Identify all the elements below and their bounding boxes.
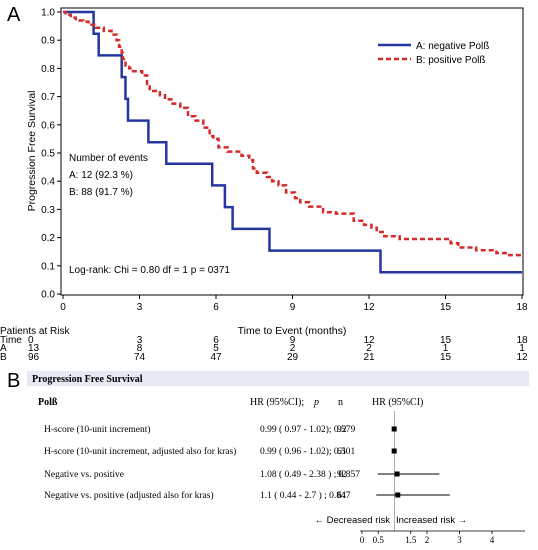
forest-header-p: p [313, 397, 319, 408]
increased-risk-label: Increased risk → [396, 515, 467, 526]
km-ytick-label: 0.2 [41, 233, 55, 244]
km-xtick-label: 9 [290, 302, 296, 313]
risk-a-value: 1 [443, 343, 449, 354]
forest-xtick-label: 0 [360, 535, 365, 545]
forest-title: Progression Free Survival [32, 374, 143, 385]
events-b: B: 88 (91.7 %) [69, 187, 133, 198]
km-xtick-label: 15 [440, 302, 452, 313]
forest-row-hr: 0.99 ( 0.96 - 1.02); 0.501 [260, 446, 356, 457]
forest-row-label: Negative vs. positive (adjusted also for… [44, 490, 214, 501]
forest-row-hr: 1.1 ( 0.44 - 2.7 ) ; 0.847 [260, 490, 351, 501]
km-xtick-label: 18 [516, 302, 528, 313]
km-series-a-line [63, 10, 522, 274]
forest-point [391, 448, 397, 454]
risk-a-value: 5 [213, 343, 219, 354]
forest-xtick-label: 1.5 [405, 535, 417, 545]
forest-header-variable: Polß [38, 397, 58, 408]
panel-b-label: B [7, 370, 20, 392]
risk-row-label-a: A [0, 343, 7, 354]
risk-time-value: 6 [213, 335, 219, 346]
risk-a-value: 2 [290, 343, 296, 354]
legend-label-b: B: positive Polß [416, 55, 485, 66]
km-legend: A: negative Polß B: positive Polß [378, 41, 489, 66]
risk-b-value: 74 [134, 352, 146, 363]
km-xlabel: Time to Event (months) [238, 325, 347, 337]
panel-a-label: A [7, 4, 21, 26]
forest-header-plot: HR (95%CI) [372, 397, 423, 408]
forest-xtick-label: 4 [490, 535, 495, 545]
logrank-text: Log-rank: Chi = 0.80 df = 1 p = 0371 [69, 265, 230, 276]
risk-a-value: 8 [137, 343, 143, 354]
km-xtick-label: 12 [363, 302, 375, 313]
risk-time-value: 0 [28, 335, 34, 346]
forest-xtick-label: 3 [457, 535, 462, 545]
risk-time-value: 9 [290, 335, 296, 346]
forest-row-label: Negative vs. positive [44, 470, 124, 480]
km-ytick-label: 0.0 [41, 290, 55, 301]
km-ytick-label: 0.8 [41, 64, 55, 75]
risk-a-value: 2 [366, 343, 372, 354]
forest-point [391, 426, 397, 432]
km-ytick-label: 0.1 [41, 261, 55, 272]
risk-a-value: 1 [519, 343, 525, 354]
risk-row-label-time: Time [0, 335, 22, 346]
events-title: Number of events [69, 153, 148, 164]
decreased-risk-label: ← Decreased risk [315, 515, 391, 526]
forest-xtick-label: 0.5 [373, 535, 385, 545]
forest-plot: B Progression Free Survival Polß HR (95%… [7, 370, 529, 545]
risk-b-value: 12 [516, 352, 528, 363]
km-xtick-label: 6 [213, 302, 219, 313]
km-ytick-label: 0.7 [41, 92, 55, 103]
forest-row-label: H-score (10-unit increment) [44, 424, 151, 435]
km-ytick-label: 0.3 [41, 205, 55, 216]
risk-row-label-b: B [0, 352, 7, 363]
risk-b-value: 96 [28, 352, 40, 363]
forest-point [395, 492, 401, 498]
forest-row-label: H-score (10-unit increment, adjusted als… [44, 446, 236, 457]
km-ytick-label: 1.0 [41, 8, 55, 19]
forest-row-n: 92 [337, 425, 347, 435]
kaplan-meier-chart: 0.00.10.20.30.40.50.60.70.80.91.00 3 6 9 12 1… [0, 7, 528, 363]
legend-label-a: A: negative Polß [416, 41, 489, 52]
forest-header-n: n [338, 397, 343, 408]
forest-xtick-label: 2 [425, 535, 430, 545]
risk-a-value: 13 [28, 343, 40, 354]
risk-b-value: 15 [440, 352, 452, 363]
forest-title-bar [27, 371, 529, 386]
forest-header-hr: HR (95%CI); [250, 397, 304, 408]
km-ytick-label: 0.6 [41, 120, 55, 131]
forest-row-hr: 0.99 ( 0.97 - 1.02); 0.579 [260, 424, 356, 435]
risk-table-title: Patients at Risk [0, 326, 70, 337]
forest-row-n: 61 [337, 447, 347, 457]
forest-row-n: 61 [337, 491, 347, 501]
km-ytick-label: 0.9 [41, 36, 55, 47]
events-a: A: 12 (92.3 %) [69, 170, 133, 181]
forest-row-n: 92 [337, 470, 347, 480]
km-ytick-label: 0.4 [41, 177, 55, 188]
km-xtick-label: 3 [137, 302, 143, 313]
risk-time-value: 18 [516, 335, 528, 346]
km-ylabel: Progression Free Survival [26, 91, 38, 212]
km-xtick-label: 0 [60, 302, 66, 313]
km-series-b-line [63, 10, 522, 257]
forest-row-hr: 1.08 ( 0.49 - 2.38 ) ; 0.857 [260, 469, 360, 480]
risk-time-value: 12 [363, 335, 375, 346]
km-ytick-label: 0.5 [41, 149, 55, 160]
risk-b-value: 21 [363, 352, 375, 363]
risk-time-value: 15 [440, 335, 452, 346]
risk-time-value: 3 [137, 335, 143, 346]
forest-point [394, 471, 400, 477]
risk-b-value: 47 [210, 352, 222, 363]
risk-b-value: 29 [287, 352, 299, 363]
